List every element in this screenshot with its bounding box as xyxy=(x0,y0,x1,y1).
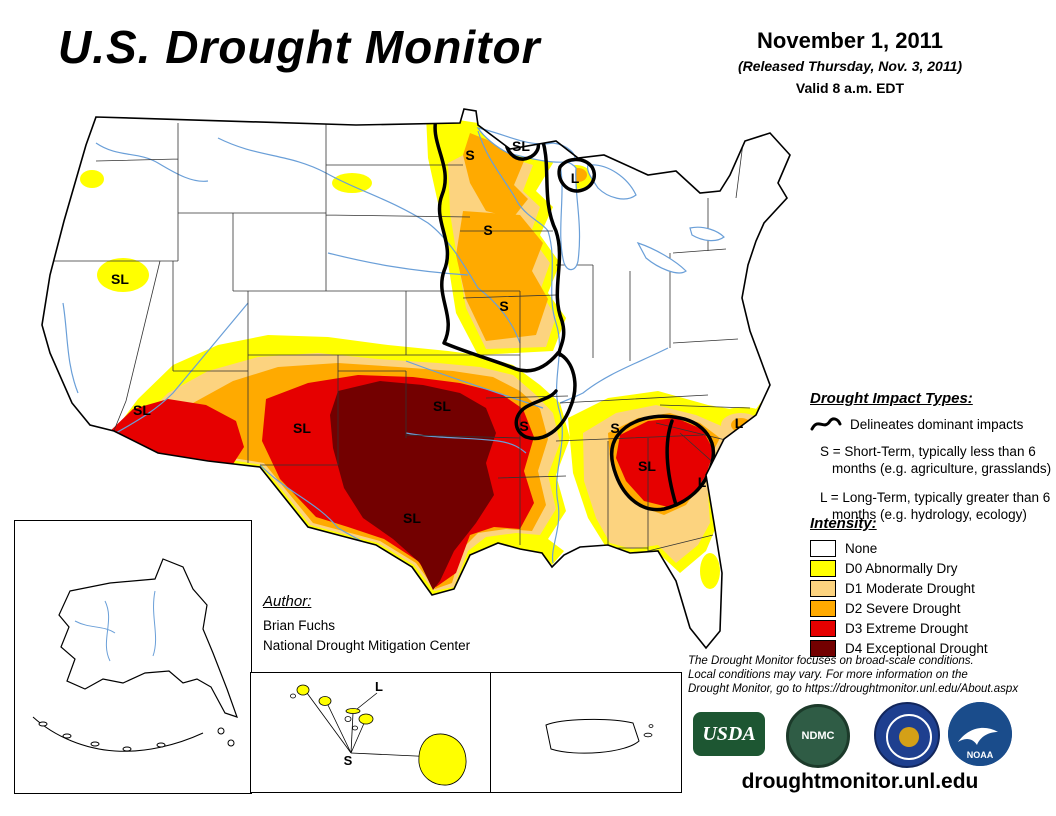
map-impact-label: SL xyxy=(293,420,311,436)
map-impact-label: L xyxy=(571,170,580,186)
logo-row: USDA NDMC NOAA xyxy=(690,700,1030,770)
alaska-outline xyxy=(58,558,238,718)
culebra-island xyxy=(648,724,654,728)
alaska-rivers xyxy=(74,590,157,662)
hawaii-islands xyxy=(290,684,467,786)
vieques-island xyxy=(643,732,653,738)
intensity-swatch xyxy=(810,540,836,557)
map-impact-label: S xyxy=(483,222,492,238)
short-term-definition: S = Short-Term, typically less than 6 mo… xyxy=(820,444,1052,476)
map-date: November 1, 2011 xyxy=(757,28,943,53)
intensity-swatch xyxy=(810,620,836,637)
ndmc-logo-text: NDMC xyxy=(801,730,835,742)
disclaimer-line: The Drought Monitor focuses on broad-sca… xyxy=(688,655,974,667)
map-impact-label: SL xyxy=(111,271,129,287)
alaska-inset xyxy=(14,520,252,794)
puerto-rico-outline xyxy=(545,718,640,754)
map-impact-label: S xyxy=(519,418,528,434)
intensity-heading: Intensity: xyxy=(810,515,877,532)
hawaii-inset: L S xyxy=(250,672,492,793)
valid-time: Valid 8 a.m. EDT xyxy=(795,80,905,96)
delineates-label: Delineates dominant impacts xyxy=(850,416,1024,432)
delineation-line-icon xyxy=(810,417,842,431)
map-impact-label: L xyxy=(698,474,707,490)
impact-types-panel: Drought Impact Types: Delineates dominan… xyxy=(810,390,1052,535)
intensity-row: D0 Abnormally Dry xyxy=(810,560,1052,577)
noaa-logo-text: NOAA xyxy=(967,750,994,760)
noaa-logo: NOAA xyxy=(948,702,1012,766)
aleutian-islands xyxy=(32,716,235,752)
hawaii-pointer-lines xyxy=(306,692,438,758)
hawaii-short-term-label: S xyxy=(344,753,353,768)
state-borders xyxy=(48,123,751,552)
intensity-label: D4 Exceptional Drought xyxy=(845,641,988,656)
map-impact-label: S xyxy=(465,147,474,163)
delineates-row: Delineates dominant impacts xyxy=(810,415,1052,433)
intensity-row: D3 Extreme Drought xyxy=(810,620,1052,637)
intensity-swatch xyxy=(810,580,836,597)
intensity-label: D2 Severe Drought xyxy=(845,601,961,616)
long-term-definition: L = Long-Term, typically greater than 6 … xyxy=(820,490,1051,522)
map-impact-label: S xyxy=(610,420,619,436)
intensity-swatch xyxy=(810,560,836,577)
date-block: November 1, 2011 (Released Thursday, Nov… xyxy=(700,28,1000,96)
disclaimer-text: The Drought Monitor focuses on broad-sca… xyxy=(688,654,1048,696)
author-block: Author: Brian Fuchs National Drought Mit… xyxy=(263,592,470,656)
intensity-row: D1 Moderate Drought xyxy=(810,580,1052,597)
map-impact-label: L xyxy=(735,415,744,431)
page-title: U.S. Drought Monitor xyxy=(58,21,541,73)
author-org: National Drought Mitigation Center xyxy=(263,638,471,653)
map-impact-label: S xyxy=(499,298,508,314)
unl-seal-logo xyxy=(874,702,940,768)
usda-logo: USDA xyxy=(693,712,765,756)
footer-url: droughtmonitor.unl.edu xyxy=(741,770,979,793)
intensity-label: None xyxy=(845,541,878,556)
map-impact-label: SL xyxy=(512,138,530,154)
us-drought-map: S SL L S S SL SL SL SL SL S S SL L L xyxy=(41,108,791,650)
release-date: (Released Thursday, Nov. 3, 2011) xyxy=(737,58,963,74)
intensity-swatch xyxy=(810,640,836,657)
disclaimer-line: Drought Monitor, go to https://droughtmo… xyxy=(688,683,1019,695)
us-outline xyxy=(41,108,791,650)
ndmc-logo: NDMC xyxy=(786,704,850,768)
drought-regions xyxy=(80,115,773,595)
author-name: Brian Fuchs xyxy=(263,618,336,633)
map-impact-label: SL xyxy=(403,510,421,526)
unl-seal-center xyxy=(899,727,919,747)
disclaimer-line: Local conditions may vary. For more info… xyxy=(688,669,968,681)
intensity-row: D4 Exceptional Drought xyxy=(810,640,1052,657)
unl-seal-inner-ring xyxy=(886,714,932,760)
impact-types-heading: Drought Impact Types: xyxy=(810,390,973,407)
intensity-legend: Intensity: None D0 Abnormally Dry D1 Mod… xyxy=(810,515,1052,660)
hawaii-long-term-label: L xyxy=(375,679,383,694)
intensity-label: D1 Moderate Drought xyxy=(845,581,975,596)
author-heading: Author: xyxy=(263,593,312,610)
map-impact-label: SL xyxy=(433,398,451,414)
usda-logo-text: USDA xyxy=(702,722,756,745)
map-impact-label: SL xyxy=(638,458,656,474)
intensity-swatch xyxy=(810,600,836,617)
noaa-emblem-icon: NOAA xyxy=(948,702,1012,766)
intensity-row: D2 Severe Drought xyxy=(810,600,1052,617)
impact-labels: S SL L S S SL SL SL SL SL S S SL L L xyxy=(111,138,744,526)
puerto-rico-inset xyxy=(490,672,682,793)
map-impact-label: SL xyxy=(133,402,151,418)
intensity-label: D3 Extreme Drought xyxy=(845,621,969,636)
intensity-row: None xyxy=(810,540,1052,557)
great-lakes xyxy=(476,127,725,274)
intensity-label: D0 Abnormally Dry xyxy=(845,561,958,576)
